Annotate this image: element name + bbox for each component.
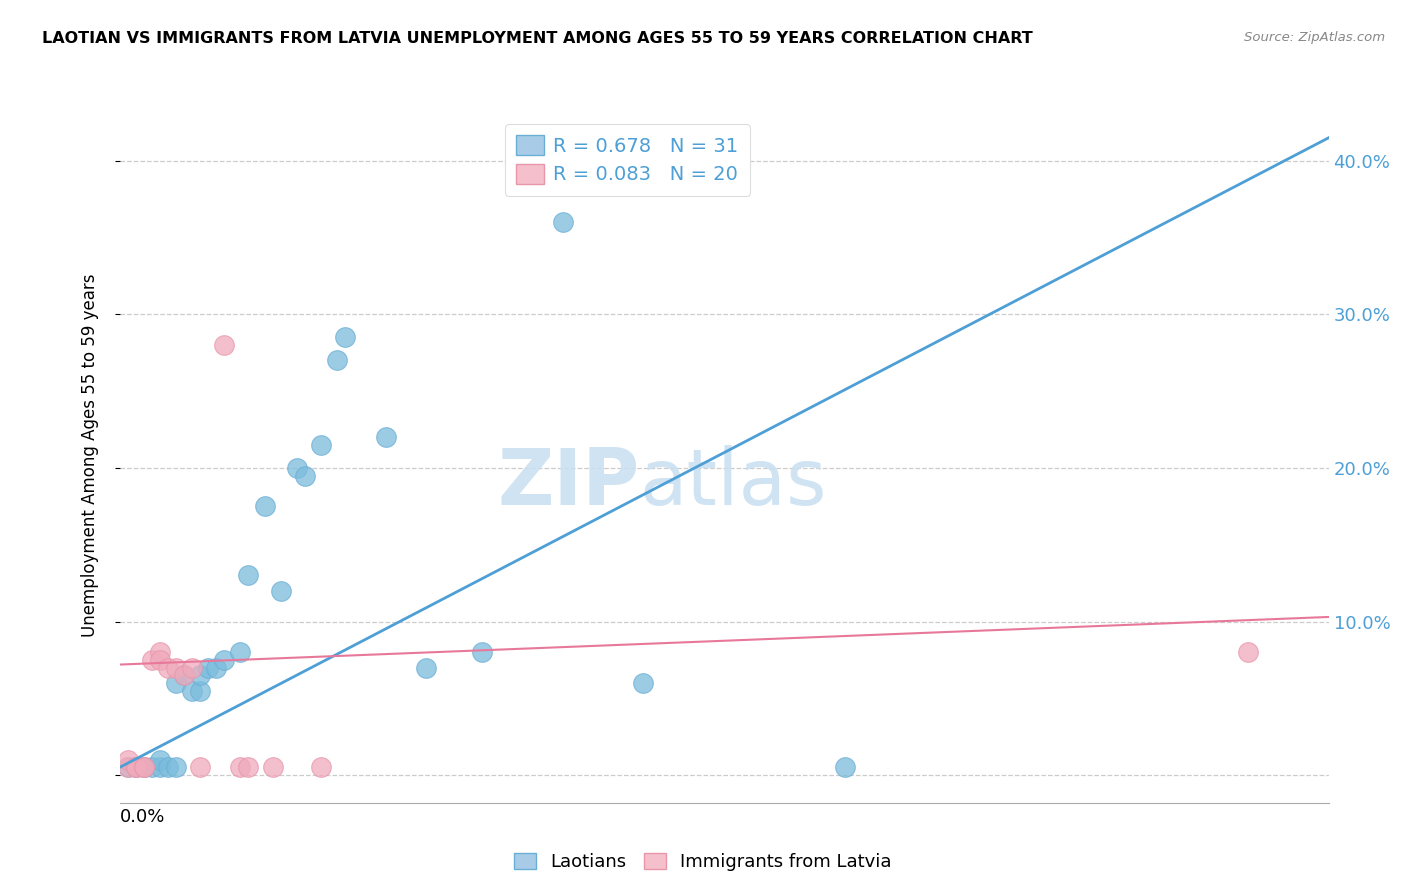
Point — [173, 668, 195, 682]
Point — [309, 760, 332, 774]
Point — [253, 500, 276, 514]
Point — [335, 330, 357, 344]
Point — [326, 353, 349, 368]
Point — [229, 760, 252, 774]
Text: atlas: atlas — [640, 445, 827, 521]
Point — [415, 660, 437, 674]
Point — [132, 760, 155, 774]
Point — [117, 760, 139, 774]
Point — [834, 760, 856, 774]
Point — [374, 430, 396, 444]
Point — [1237, 645, 1260, 659]
Point — [197, 660, 219, 674]
Point — [238, 568, 260, 582]
Point — [633, 676, 655, 690]
Point — [149, 653, 172, 667]
Point — [238, 760, 260, 774]
Text: LAOTIAN VS IMMIGRANTS FROM LATVIA UNEMPLOYMENT AMONG AGES 55 TO 59 YEARS CORRELA: LAOTIAN VS IMMIGRANTS FROM LATVIA UNEMPL… — [42, 31, 1033, 46]
Y-axis label: Unemployment Among Ages 55 to 59 years: Unemployment Among Ages 55 to 59 years — [80, 273, 98, 637]
Point — [156, 760, 179, 774]
Point — [309, 438, 332, 452]
Point — [181, 683, 204, 698]
Text: 0.0%: 0.0% — [120, 807, 165, 826]
Legend: Laotians, Immigrants from Latvia: Laotians, Immigrants from Latvia — [506, 846, 900, 879]
Point — [471, 645, 494, 659]
Point — [229, 645, 252, 659]
Legend: R = 0.678   N = 31, R = 0.083   N = 20: R = 0.678 N = 31, R = 0.083 N = 20 — [505, 124, 749, 196]
Point — [117, 753, 139, 767]
Point — [181, 660, 204, 674]
Text: ZIP: ZIP — [498, 445, 640, 521]
Point — [117, 760, 139, 774]
Point — [132, 760, 155, 774]
Point — [141, 653, 163, 667]
Point — [156, 660, 179, 674]
Point — [124, 760, 146, 774]
Point — [124, 760, 146, 774]
Point — [149, 760, 172, 774]
Point — [173, 668, 195, 682]
Point — [205, 660, 228, 674]
Point — [214, 653, 236, 667]
Point — [270, 583, 292, 598]
Point — [141, 760, 163, 774]
Point — [149, 753, 172, 767]
Point — [132, 760, 155, 774]
Point — [214, 338, 236, 352]
Point — [285, 461, 308, 475]
Point — [188, 668, 211, 682]
Text: Source: ZipAtlas.com: Source: ZipAtlas.com — [1244, 31, 1385, 45]
Point — [551, 215, 574, 229]
Point — [124, 760, 146, 774]
Point — [294, 468, 316, 483]
Point — [149, 645, 172, 659]
Point — [165, 760, 187, 774]
Point — [165, 660, 187, 674]
Point — [262, 760, 284, 774]
Point — [188, 683, 211, 698]
Point — [188, 760, 211, 774]
Point — [165, 676, 187, 690]
